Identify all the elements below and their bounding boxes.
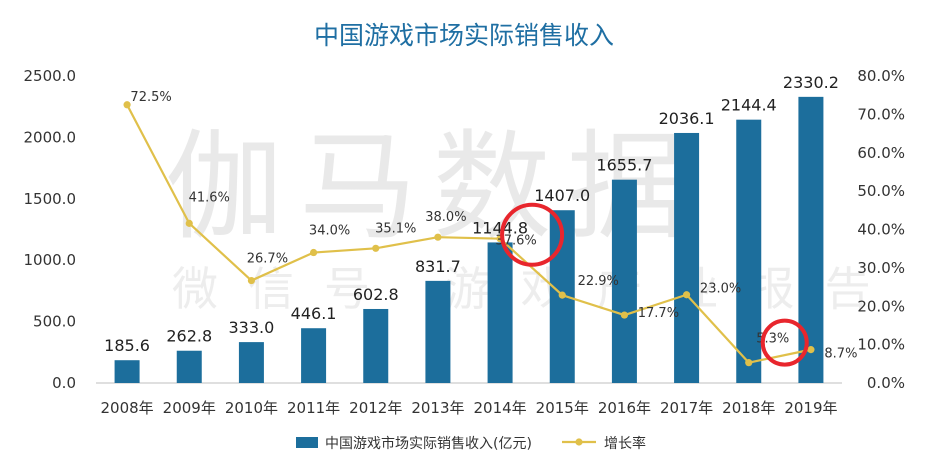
growth-point <box>620 311 629 319</box>
growth-value-label: 17.7% <box>638 306 679 321</box>
growth-value-label: 72.5% <box>130 90 171 105</box>
left-tick-label: 2000.0 <box>24 128 77 146</box>
x-tick-label: 2019年 <box>784 399 837 417</box>
watermark-main: 伽马数据 <box>165 118 701 256</box>
left-tick-label: 0.0 <box>52 374 76 392</box>
highlight-circle <box>500 202 565 267</box>
bar <box>736 119 762 384</box>
right-tick-label: 50.0% <box>857 182 905 200</box>
growth-value-label: 41.6% <box>189 190 230 205</box>
bar <box>363 308 389 383</box>
bar <box>487 242 513 383</box>
bar <box>238 342 264 383</box>
right-tick-label: 80.0% <box>857 67 905 85</box>
right-tick-label: 0.0% <box>867 374 905 392</box>
highlight-circle <box>760 318 809 367</box>
growth-point <box>434 233 442 241</box>
x-tick-label: 2016年 <box>598 399 651 417</box>
bar <box>176 350 202 383</box>
chart-title: 中国游戏市场实际销售收入 <box>314 21 614 50</box>
growth-point <box>558 291 566 299</box>
legend-line-marker <box>575 438 583 446</box>
growth-point <box>247 276 256 285</box>
right-tick-label: 70.0% <box>857 105 905 123</box>
x-tick-label: 2017年 <box>660 399 713 417</box>
x-axis: 2008年 2009年 2010年 2011年 2012年 2013年 2014年 2015年… <box>100 399 837 417</box>
x-tick-label: 2012年 <box>349 399 402 417</box>
highlight-circles <box>500 202 809 367</box>
growth-point <box>807 346 815 354</box>
growth-point <box>372 244 380 252</box>
x-tick-label: 2014年 <box>473 399 526 417</box>
x-tick-label: 2015年 <box>536 399 589 417</box>
bar <box>425 280 451 383</box>
right-tick-label: 20.0% <box>857 297 905 315</box>
legend-bar-label: 中国游戏市场实际销售收入(亿元) <box>325 435 532 452</box>
growth-value-label: 34.0% <box>309 224 350 239</box>
growth-point <box>123 101 131 109</box>
right-axis: 0.0% 10.0% 20.0% 30.0% 40.0% 50.0% 60.0% 70.0% 8… <box>857 67 905 392</box>
bar-value-label: 831.7 <box>415 257 461 276</box>
left-axis: 0.0 500.0 1000.0 1500.0 2000.0 2500.0 <box>24 67 77 392</box>
growth-value-label: 23.0% <box>700 282 741 297</box>
x-tick-label: 2013年 <box>411 399 464 417</box>
bar <box>798 96 824 383</box>
bar-value-label: 446.1 <box>291 304 337 323</box>
x-tick-label: 2010年 <box>225 399 278 417</box>
growth-line <box>126 104 812 364</box>
left-tick-label: 2500.0 <box>24 67 77 85</box>
bar-value-label: 602.8 <box>353 285 399 304</box>
bar-value-label: 1655.7 <box>596 156 652 175</box>
left-tick-label: 500.0 <box>33 313 76 331</box>
x-tick-label: 2011年 <box>287 399 340 417</box>
bar-series: 185.6 262.8 333.0 446.1 602.8 831.7 1144.8 1407… <box>104 73 839 384</box>
growth-value-label: 38.0% <box>425 210 466 225</box>
bar <box>611 179 637 383</box>
bar <box>301 328 327 383</box>
right-tick-label: 10.0% <box>857 336 905 354</box>
left-tick-label: 1500.0 <box>24 190 77 208</box>
watermark: 伽马数据 微信号 游戏产业报告 <box>165 118 871 316</box>
right-tick-label: 30.0% <box>857 259 905 277</box>
left-tick-label: 1000.0 <box>24 251 77 269</box>
growth-value-label: 22.9% <box>578 274 619 289</box>
bar-value-label: 262.8 <box>166 327 212 346</box>
bar-value-label: 2144.4 <box>721 96 777 115</box>
legend-line-label: 增长率 <box>604 435 646 452</box>
bar-value-label: 2330.2 <box>783 73 839 92</box>
bar <box>114 360 140 383</box>
bar-value-label: 333.0 <box>229 318 275 337</box>
bar <box>674 132 700 383</box>
x-tick-label: 2008年 <box>100 399 153 417</box>
growth-point <box>185 219 193 227</box>
bar-value-label: 1144.8 <box>472 218 528 237</box>
bar-value-label: 1407.0 <box>534 186 590 205</box>
growth-point <box>682 291 691 299</box>
right-tick-label: 60.0% <box>857 144 905 162</box>
legend: 中国游戏市场实际销售收入(亿元) 增长率 <box>296 435 646 452</box>
growth-value-label: 8.7% <box>824 347 857 362</box>
growth-point <box>745 359 753 367</box>
x-tick-label: 2009年 <box>163 399 216 417</box>
x-tick-label: 2018年 <box>722 399 775 417</box>
growth-value-label: 35.1% <box>375 221 416 236</box>
growth-point <box>309 248 318 257</box>
legend-bar-swatch <box>296 437 318 448</box>
bar-value-label: 185.6 <box>104 336 150 355</box>
growth-value-label: 26.7% <box>247 252 288 267</box>
right-tick-label: 40.0% <box>857 221 905 239</box>
bar-value-label: 2036.1 <box>659 109 715 128</box>
